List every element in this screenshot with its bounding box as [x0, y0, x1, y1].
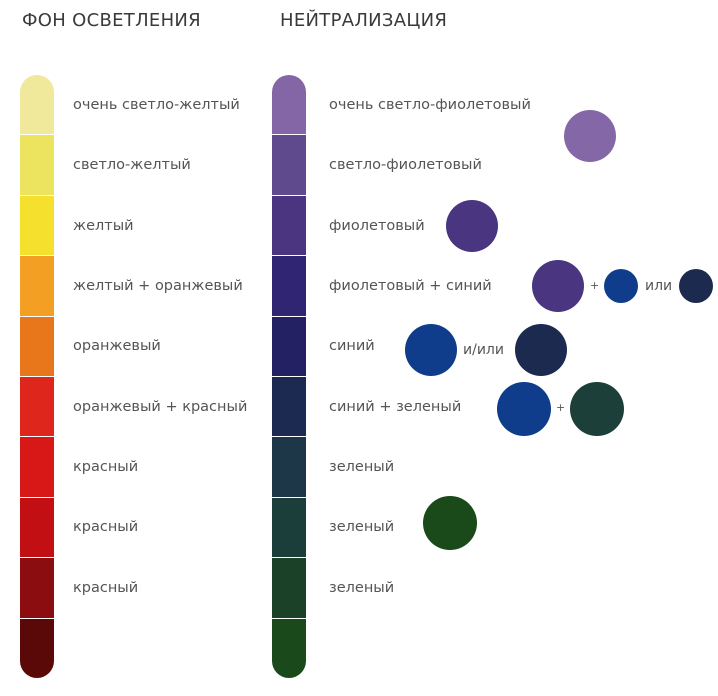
right-scale-segment-8: [272, 558, 306, 619]
right-scale-segment-4: [272, 316, 306, 378]
and-or-text: и/или: [463, 342, 504, 358]
swatch-green-mix: [570, 382, 624, 436]
right-segment-label-6: зеленый: [329, 458, 395, 475]
right-scale-segment-1: [272, 135, 306, 196]
swatch-violet-mix: [532, 260, 584, 312]
swatch-blue-mix: [497, 382, 551, 436]
right-segment-label-7: зеленый: [329, 519, 395, 536]
left-scale-segment-4: [20, 316, 54, 378]
plus-sign: +: [590, 279, 600, 292]
right-segment-label-8: зеленый: [329, 579, 395, 596]
right-scale-segment-0: [272, 75, 306, 136]
left-scale-segment-9: [20, 618, 54, 678]
left-scale-segment-1: [20, 135, 54, 196]
left-segment-label-5: оранжевый + красный: [73, 398, 248, 415]
left-segment-label-1: светло-желтый: [73, 157, 191, 174]
neutralization-scale: [272, 75, 306, 678]
right-segment-label-3: фиолетовый + синий: [329, 278, 492, 295]
left-segment-label-0: очень светло-желтый: [73, 97, 240, 114]
right-scale-segment-3: [272, 256, 306, 317]
swatch-navy-small: [679, 269, 713, 303]
right-scale-segment-6: [272, 437, 306, 498]
swatch-navy: [515, 324, 567, 376]
swatch-green: [423, 496, 477, 550]
left-scale-segment-8: [20, 558, 54, 619]
left-segment-label-6: красный: [73, 458, 139, 475]
left-segment-label-8: красный: [73, 579, 139, 596]
left-scale-segment-0: [20, 75, 54, 136]
left-segment-label-7: красный: [73, 519, 139, 536]
left-scale-segment-3: [20, 256, 54, 317]
swatch-blue: [405, 324, 457, 376]
left-scale-segment-7: [20, 497, 54, 559]
left-scale-segment-2: [20, 195, 54, 257]
swatch-very-light-violet: [564, 110, 616, 162]
right-scale-segment-5: [272, 377, 306, 438]
lightening-background-scale: [20, 75, 54, 678]
or-text: или: [645, 278, 673, 294]
left-segment-label-2: желтый: [73, 217, 134, 234]
right-segment-label-0: очень светло-фиолетовый: [329, 97, 531, 114]
right-scale-segment-2: [272, 195, 306, 257]
right-heading: НЕЙТРАЛИЗАЦИЯ: [280, 10, 448, 31]
swatch-violet: [446, 200, 498, 252]
left-segment-label-3: желтый + оранжевый: [73, 278, 243, 295]
right-scale-segment-7: [272, 497, 306, 559]
left-scale-segment-6: [20, 437, 54, 498]
plus-sign-2: +: [556, 401, 566, 414]
right-segment-label-4: синий: [329, 338, 375, 355]
left-scale-segment-5: [20, 377, 54, 438]
left-heading: ФОН ОСВЕТЛЕНИЯ: [22, 10, 201, 31]
right-segment-label-5: синий + зеленый: [329, 398, 462, 415]
right-segment-label-1: светло-фиолетовый: [329, 157, 482, 174]
left-segment-label-4: оранжевый: [73, 338, 161, 355]
swatch-blue-small: [604, 269, 638, 303]
right-scale-segment-9: [272, 618, 306, 678]
right-segment-label-2: фиолетовый: [329, 217, 425, 234]
